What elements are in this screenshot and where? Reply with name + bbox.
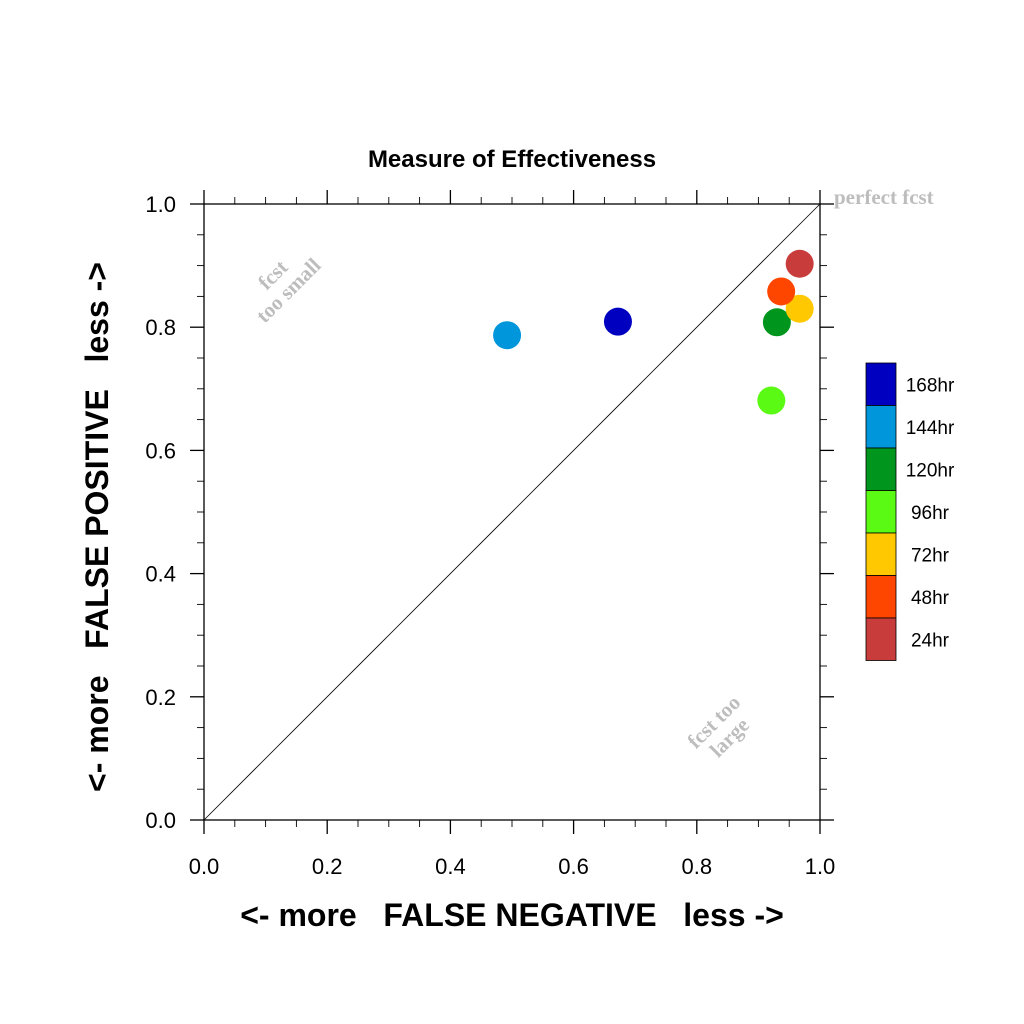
y-tick-labels: 0.0 0.2 0.4 0.6 0.8 1.0 [145, 192, 176, 833]
point-144hr [493, 321, 522, 350]
legend-swatch-24hr [865, 617, 897, 661]
x-tick-label: 0.8 [682, 854, 713, 879]
y-tick-label: 1.0 [145, 192, 176, 217]
x-tick-label: 0.2 [312, 854, 343, 879]
too-large-annotation: fcst too large [682, 690, 753, 761]
legend-label-168hr: 168hr [906, 375, 955, 396]
y-tick-label: 0.0 [145, 808, 176, 833]
legend-swatch-72hr [865, 532, 897, 576]
point-24hr [785, 249, 814, 278]
point-96hr [757, 386, 786, 415]
chart-title: Measure of Effectiveness [368, 146, 656, 173]
legend-swatch-120hr [865, 447, 897, 491]
y-tick-label: 0.8 [145, 315, 176, 340]
x-axis-label: <- more FALSE NEGATIVE less -> [240, 897, 784, 933]
y-tick-label: 0.2 [145, 685, 176, 710]
legend-swatch-48hr [865, 575, 897, 619]
too-small-line-2: too small [251, 253, 325, 327]
perfect-forecast-line [203, 203, 821, 821]
perfect-forecast-annotation: perfect fcst [834, 185, 934, 209]
legend-swatch-168hr [865, 362, 897, 406]
plot-frame [203, 203, 821, 821]
legend-label-120hr: 120hr [906, 460, 955, 481]
point-48hr [767, 277, 796, 306]
x-tick-label: 0.0 [189, 854, 220, 879]
legend-swatch-144hr [865, 405, 897, 449]
legend: 168hr 144hr 120hr 96hr 72hr 48hr 24hr [865, 362, 955, 661]
axis-ticks [190, 190, 834, 834]
x-tick-labels: 0.0 0.2 0.4 0.6 0.8 1.0 [189, 854, 836, 879]
legend-swatch-96hr [865, 490, 897, 534]
x-tick-label: 1.0 [805, 854, 836, 879]
legend-label-96hr: 96hr [911, 503, 950, 524]
legend-label-24hr: 24hr [911, 630, 950, 651]
legend-label-72hr: 72hr [911, 545, 950, 566]
too-small-annotation: fcst too small [251, 253, 325, 327]
x-tick-label: 0.4 [435, 854, 466, 879]
x-tick-label: 0.6 [558, 854, 589, 879]
legend-label-48hr: 48hr [911, 588, 950, 609]
data-points [493, 249, 814, 415]
plot-area: 0.0 0.2 0.4 0.6 0.8 1.0 0.0 0.2 0.4 0.6 0.8 1.0 [145, 190, 835, 879]
point-72hr [785, 294, 814, 323]
point-120hr [762, 308, 791, 337]
y-tick-label: 0.6 [145, 438, 176, 463]
y-tick-label: 0.4 [145, 562, 176, 587]
y-axis-label: <- more FALSE POSITIVE less -> [79, 262, 115, 792]
legend-label-144hr: 144hr [906, 418, 955, 439]
point-168hr [603, 307, 632, 336]
